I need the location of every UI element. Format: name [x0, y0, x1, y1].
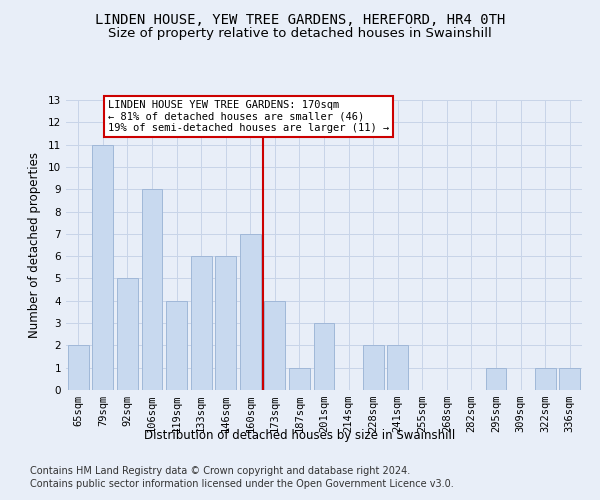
Bar	[92, 144, 113, 390]
Bar	[117, 278, 138, 390]
Bar	[535, 368, 556, 390]
Bar	[142, 189, 163, 390]
Bar	[314, 323, 334, 390]
Y-axis label: Number of detached properties: Number of detached properties	[28, 152, 41, 338]
Bar	[265, 301, 286, 390]
Bar	[485, 368, 506, 390]
Bar	[191, 256, 212, 390]
Bar	[387, 346, 408, 390]
Bar	[68, 346, 89, 390]
Bar	[362, 346, 383, 390]
Bar	[289, 368, 310, 390]
Bar	[559, 368, 580, 390]
Text: Contains HM Land Registry data © Crown copyright and database right 2024.: Contains HM Land Registry data © Crown c…	[30, 466, 410, 476]
Bar	[166, 301, 187, 390]
Text: LINDEN HOUSE, YEW TREE GARDENS, HEREFORD, HR4 0TH: LINDEN HOUSE, YEW TREE GARDENS, HEREFORD…	[95, 12, 505, 26]
Bar	[240, 234, 261, 390]
Bar	[215, 256, 236, 390]
Text: LINDEN HOUSE YEW TREE GARDENS: 170sqm
← 81% of detached houses are smaller (46)
: LINDEN HOUSE YEW TREE GARDENS: 170sqm ← …	[108, 100, 389, 133]
Text: Distribution of detached houses by size in Swainshill: Distribution of detached houses by size …	[145, 428, 455, 442]
Text: Contains public sector information licensed under the Open Government Licence v3: Contains public sector information licen…	[30, 479, 454, 489]
Text: Size of property relative to detached houses in Swainshill: Size of property relative to detached ho…	[108, 28, 492, 40]
